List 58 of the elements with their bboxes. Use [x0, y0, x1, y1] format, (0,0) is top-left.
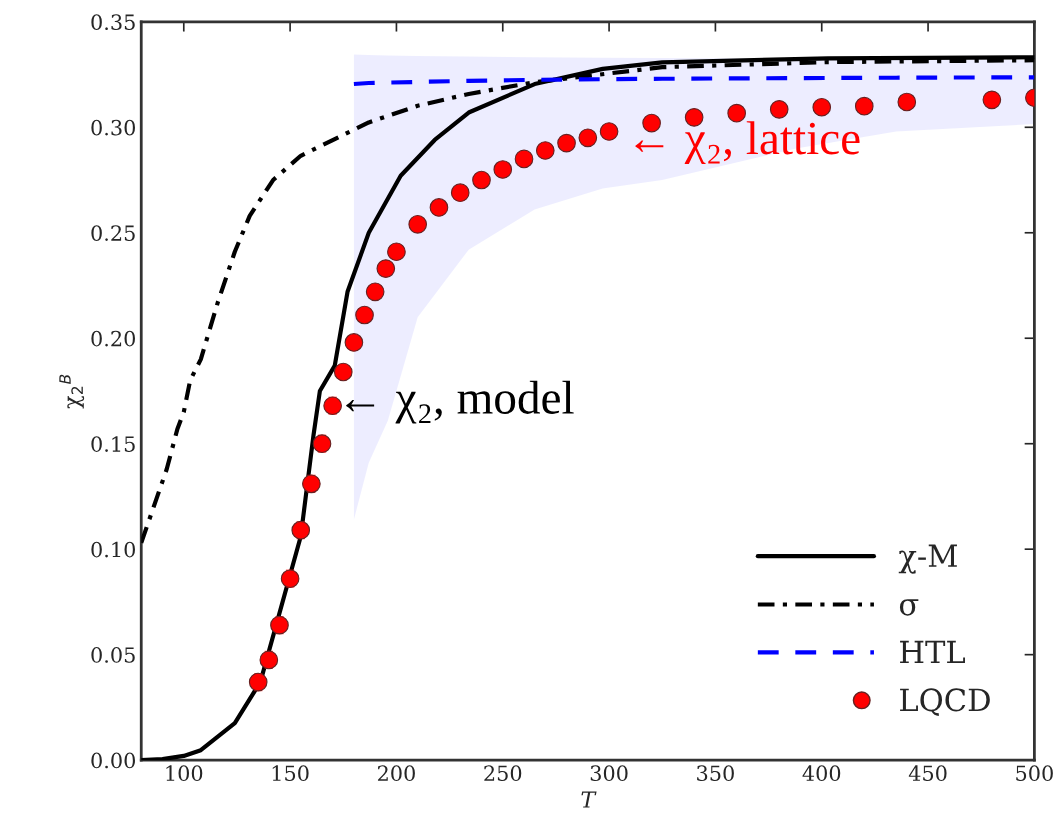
point — [355, 305, 374, 325]
legend-label: HTL — [900, 640, 965, 664]
point — [514, 149, 534, 169]
x-tick-label: 500 — [1016, 765, 1053, 782]
point — [642, 113, 661, 133]
point — [312, 434, 332, 454]
point — [854, 96, 874, 116]
line-series — [351, 75, 1035, 87]
annotation: ← χ₂, model — [346, 380, 574, 424]
annotation: ← χ₂, lattice — [635, 121, 860, 165]
point — [897, 92, 917, 112]
x-tick-label: 150 — [272, 765, 309, 782]
y-tick-label: 0.20 — [91, 330, 135, 347]
legend-label: χ-M — [898, 544, 957, 574]
x-tick-label: 250 — [484, 765, 522, 782]
point — [280, 569, 300, 589]
y-tick-label: 0.05 — [91, 647, 135, 663]
point — [259, 650, 279, 670]
point — [429, 198, 449, 217]
legend-label: LQCD — [900, 688, 990, 716]
point — [812, 97, 832, 117]
x-tick-label: 200 — [377, 765, 415, 782]
x-tick-label: 100 — [166, 765, 203, 782]
point — [472, 170, 491, 190]
point — [557, 133, 576, 153]
point — [248, 672, 268, 692]
point — [270, 615, 289, 635]
y-tick-label: 0.25 — [91, 225, 135, 241]
point — [291, 520, 311, 540]
point — [535, 141, 555, 160]
point — [450, 183, 470, 203]
x-tick-label: 400 — [802, 765, 841, 782]
point — [727, 103, 747, 123]
point — [365, 282, 385, 302]
y-axis-title: χ$_{2}$$^{B}$ — [59, 374, 85, 409]
point — [684, 108, 704, 127]
point — [493, 160, 513, 179]
point — [376, 259, 396, 278]
point — [982, 90, 1002, 110]
point — [408, 214, 428, 234]
x-tick-label: 300 — [590, 765, 628, 782]
y-tick-label: 0.30 — [91, 119, 135, 136]
x-tick-label: 350 — [697, 765, 734, 782]
point — [323, 396, 342, 416]
x-axis-title: T — [581, 791, 597, 808]
point — [302, 474, 321, 494]
legend-label: σ — [899, 599, 919, 616]
y-tick-label: 0.35 — [91, 14, 135, 31]
point — [578, 128, 598, 148]
y-tick-label: 0.15 — [91, 436, 135, 452]
point — [769, 100, 789, 119]
point — [599, 122, 619, 141]
y-tick-label: 0.00 — [91, 752, 135, 769]
point — [333, 362, 353, 382]
point — [344, 333, 364, 352]
y-tick-label: 0.10 — [91, 541, 135, 558]
x-tick-label: 450 — [908, 765, 947, 782]
point — [387, 242, 406, 262]
